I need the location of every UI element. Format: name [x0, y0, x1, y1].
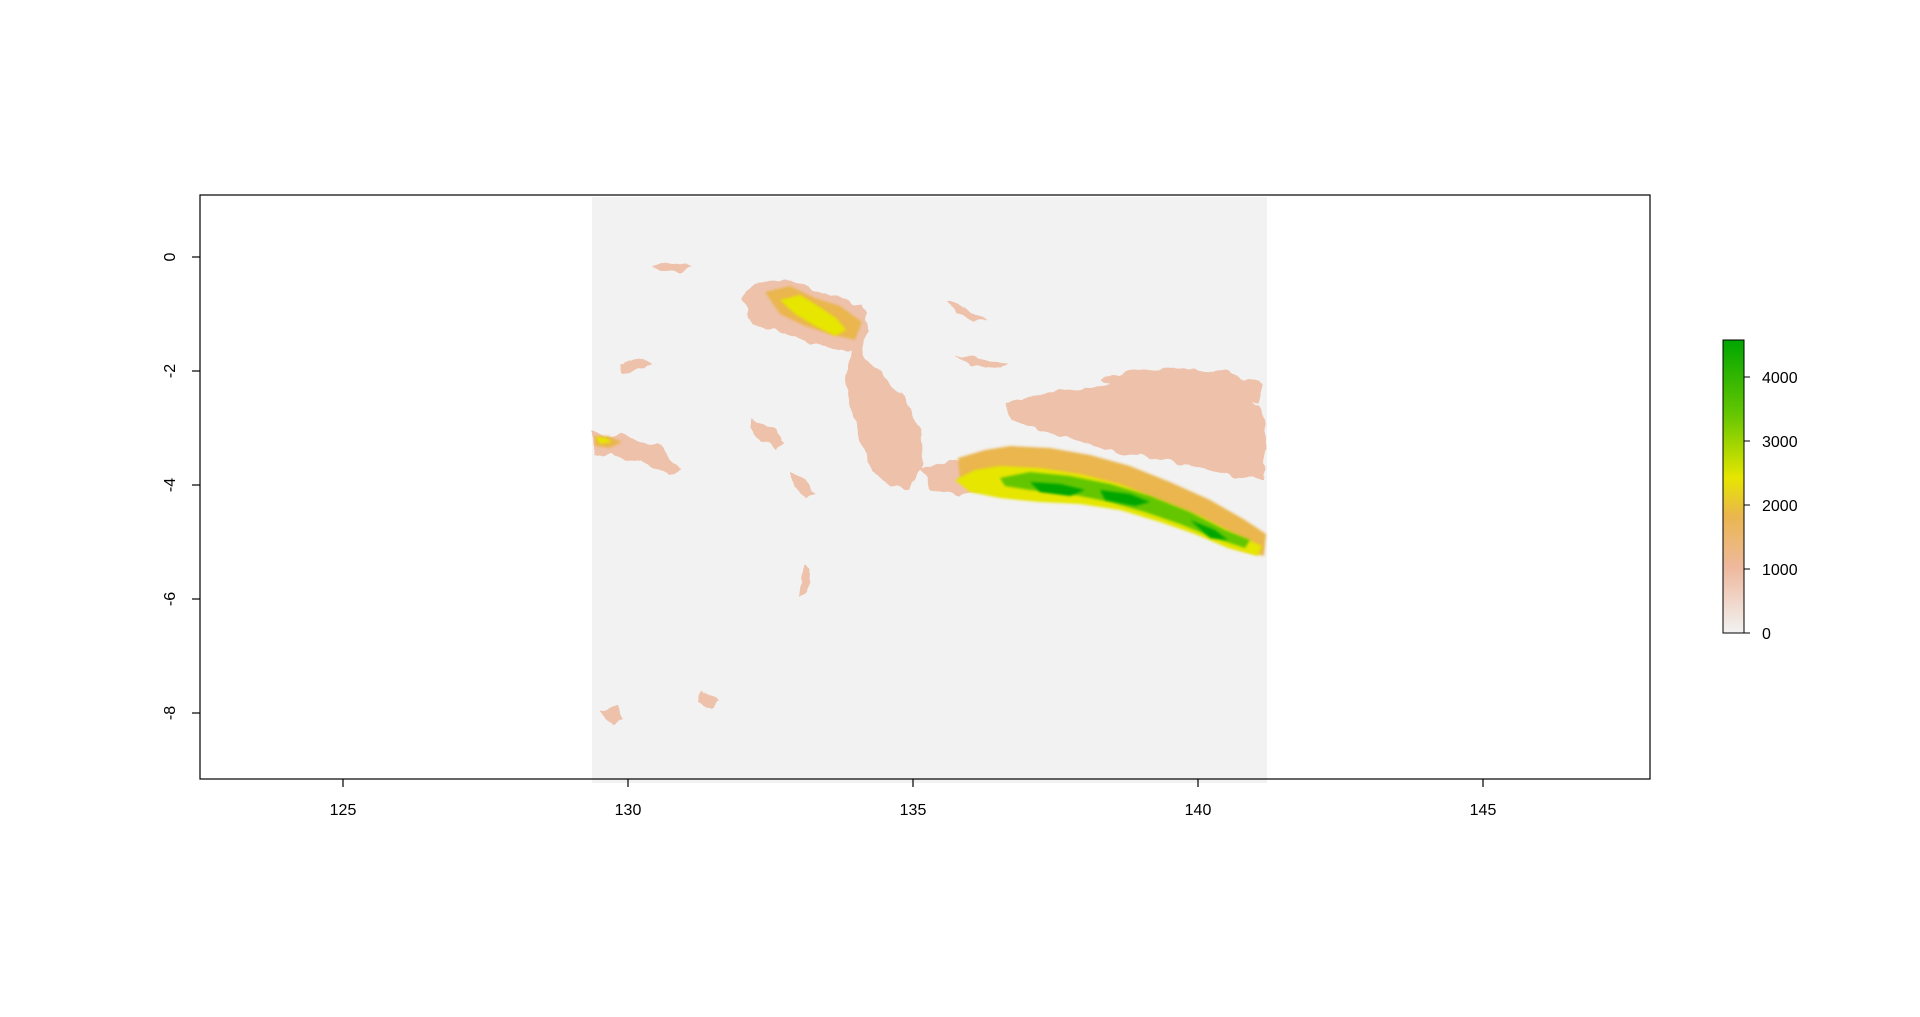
plot-frame: [199, 194, 1651, 780]
y-tick-label: 0: [162, 252, 179, 261]
y-tick-label: -6: [162, 592, 179, 606]
y-tick-label: -8: [162, 706, 179, 720]
legend-tick-label: 3000: [1762, 434, 1798, 451]
legend-tick-label: 0: [1762, 626, 1771, 643]
x-tick-label: 140: [1185, 802, 1212, 819]
terrain-summit-elevation: [1030, 482, 1228, 540]
x-tick-label: 135: [900, 802, 927, 819]
x-axis: [342, 779, 1484, 787]
y-tick-label: -2: [162, 364, 179, 378]
y-tick-labels: 0 -2 -4 -6 -8: [162, 252, 179, 720]
elevation-legend: 0 1000 2000 3000 4000: [1722, 339, 1798, 643]
legend-tick-label: 2000: [1762, 498, 1798, 515]
x-tick-label: 130: [615, 802, 642, 819]
legend-tick-label: 1000: [1762, 562, 1798, 579]
x-tick-label: 145: [1470, 802, 1497, 819]
legend-color-bar: [1722, 339, 1745, 634]
y-tick-label: -4: [162, 478, 179, 492]
legend-tick-label: 4000: [1762, 370, 1798, 387]
y-axis: [192, 256, 200, 714]
x-tick-labels: 125 130 135 140 145: [330, 802, 1497, 819]
x-tick-label: 125: [330, 802, 357, 819]
